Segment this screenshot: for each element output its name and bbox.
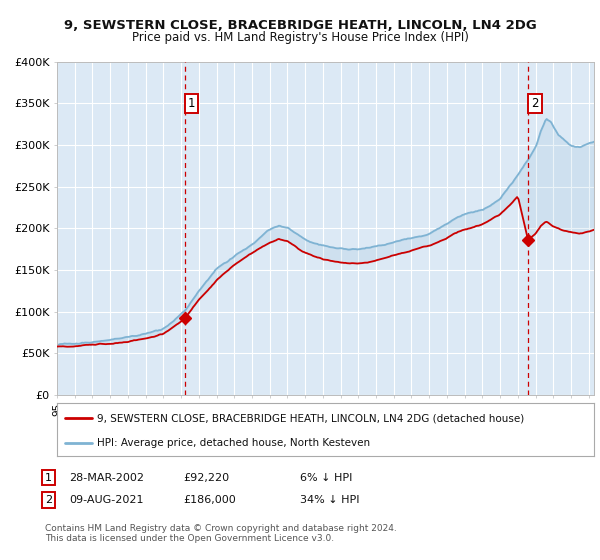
- Text: 28-MAR-2002: 28-MAR-2002: [69, 473, 144, 483]
- Text: 34% ↓ HPI: 34% ↓ HPI: [300, 495, 359, 505]
- Text: £186,000: £186,000: [183, 495, 236, 505]
- Text: HPI: Average price, detached house, North Kesteven: HPI: Average price, detached house, Nort…: [97, 438, 370, 448]
- Text: 9, SEWSTERN CLOSE, BRACEBRIDGE HEATH, LINCOLN, LN4 2DG: 9, SEWSTERN CLOSE, BRACEBRIDGE HEATH, LI…: [64, 18, 536, 32]
- Text: 09-AUG-2021: 09-AUG-2021: [69, 495, 143, 505]
- Text: 6% ↓ HPI: 6% ↓ HPI: [300, 473, 352, 483]
- Text: 1: 1: [188, 97, 195, 110]
- Text: This data is licensed under the Open Government Licence v3.0.: This data is licensed under the Open Gov…: [45, 534, 334, 543]
- Text: 2: 2: [531, 97, 539, 110]
- Text: £92,220: £92,220: [183, 473, 229, 483]
- Text: Contains HM Land Registry data © Crown copyright and database right 2024.: Contains HM Land Registry data © Crown c…: [45, 524, 397, 533]
- Text: 9, SEWSTERN CLOSE, BRACEBRIDGE HEATH, LINCOLN, LN4 2DG (detached house): 9, SEWSTERN CLOSE, BRACEBRIDGE HEATH, LI…: [97, 413, 524, 423]
- Text: 1: 1: [45, 473, 52, 483]
- Text: 2: 2: [45, 495, 52, 505]
- Text: Price paid vs. HM Land Registry's House Price Index (HPI): Price paid vs. HM Land Registry's House …: [131, 31, 469, 44]
